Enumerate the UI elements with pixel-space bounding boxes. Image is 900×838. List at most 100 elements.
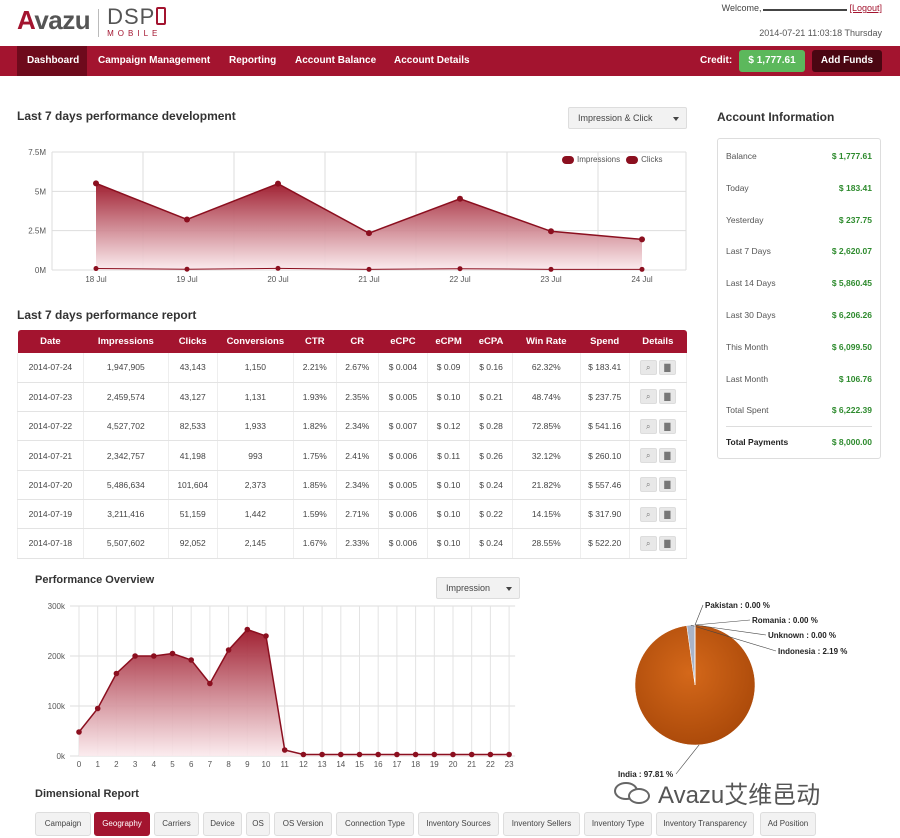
logout-link[interactable]: [Logout]: [849, 3, 882, 13]
clicks-point[interactable]: [366, 266, 372, 272]
dimension-button-inventory-transparency[interactable]: Inventory Transparency: [656, 812, 754, 836]
dimension-button-campaign[interactable]: Campaign: [35, 812, 91, 836]
impression-point[interactable]: [468, 751, 475, 758]
bar-chart-icon[interactable]: ▇: [658, 418, 676, 434]
clicks-point[interactable]: [639, 266, 645, 272]
legend-impressions[interactable]: Impressions: [577, 155, 621, 164]
nav-account-balance[interactable]: Account Balance: [295, 55, 377, 66]
impression-point[interactable]: [281, 747, 288, 753]
clicks-point[interactable]: [184, 266, 190, 272]
clicks-point[interactable]: [275, 265, 281, 271]
search-icon[interactable]: ⌕: [639, 389, 657, 405]
impression-point[interactable]: [244, 626, 251, 633]
impression-point[interactable]: [113, 670, 120, 677]
search-icon[interactable]: ⌕: [639, 448, 657, 464]
dimension-button-ad-position[interactable]: Ad Position: [760, 812, 816, 836]
impression-point[interactable]: [188, 657, 194, 663]
dimension-button-os-version[interactable]: OS Version: [274, 812, 332, 836]
cell-date: 2014-07-23: [17, 382, 84, 413]
impression-point[interactable]: [394, 751, 400, 758]
dimension-button-inventory-sellers[interactable]: Inventory Sellers: [503, 812, 580, 836]
search-icon[interactable]: ⌕: [639, 418, 657, 434]
column-header-impressions[interactable]: Impressions: [83, 330, 169, 353]
impressions-point[interactable]: [93, 180, 99, 187]
impression-point[interactable]: [450, 751, 456, 758]
column-header-details[interactable]: Details: [629, 330, 687, 353]
column-header-date[interactable]: Date: [17, 330, 84, 353]
impression-point[interactable]: [431, 751, 438, 758]
logo-mobile-text: MOBILE: [107, 29, 162, 38]
column-header-win-rate[interactable]: Win Rate: [512, 330, 581, 353]
dimension-button-geography[interactable]: Geography: [94, 812, 150, 836]
column-header-cr[interactable]: CR: [336, 330, 379, 353]
dimension-button-device[interactable]: Device: [203, 812, 242, 836]
impression-point[interactable]: [412, 751, 419, 758]
dimension-button-inventory-type[interactable]: Inventory Type: [584, 812, 652, 836]
impressions-point[interactable]: [639, 236, 645, 243]
bar-chart-icon[interactable]: ▇: [658, 477, 676, 493]
add-funds-button[interactable]: Add Funds: [812, 50, 882, 72]
search-icon[interactable]: ⌕: [639, 359, 657, 375]
impression-point[interactable]: [300, 751, 307, 758]
column-header-clicks[interactable]: Clicks: [168, 330, 218, 353]
impressions-point[interactable]: [548, 228, 554, 235]
account-row-total-spent: Total Spent $ 6,222.39: [726, 405, 872, 415]
impressions-point[interactable]: [366, 230, 372, 237]
dimension-button-carriers[interactable]: Carriers: [154, 812, 199, 836]
bar-chart-icon[interactable]: ▇: [658, 448, 676, 464]
clicks-point[interactable]: [457, 266, 463, 272]
impression-point[interactable]: [506, 751, 512, 758]
impression-point[interactable]: [356, 751, 363, 758]
column-header-ecpc[interactable]: eCPC: [378, 330, 428, 353]
column-header-ecpa[interactable]: eCPA: [469, 330, 513, 353]
impression-point[interactable]: [207, 680, 213, 687]
impression-point[interactable]: [76, 729, 82, 735]
cell-cr: 2.71%: [336, 499, 380, 530]
legend-clicks[interactable]: Clicks: [641, 155, 663, 164]
perf-dev-legend: Impressions Clicks: [562, 155, 662, 164]
impression-point[interactable]: [151, 653, 157, 659]
nav-campaign-management[interactable]: Campaign Management: [98, 55, 211, 66]
nav-dashboard[interactable]: Dashboard: [17, 46, 87, 76]
account-row-yesterday: Yesterday $ 237.75: [726, 215, 872, 225]
impression-point[interactable]: [319, 751, 325, 758]
overview-metric-select[interactable]: Impression: [436, 577, 520, 599]
metric-select[interactable]: Impression & Click: [568, 107, 687, 129]
dimension-button-os[interactable]: OS: [246, 812, 270, 836]
dimension-button-connection-type[interactable]: Connection Type: [336, 812, 414, 836]
impression-point[interactable]: [225, 647, 232, 653]
nav-account-details[interactable]: Account Details: [394, 55, 470, 66]
dimension-button-inventory-sources[interactable]: Inventory Sources: [418, 812, 499, 836]
avazu-dsp-logo[interactable]: Avazu DSP MOBILE: [17, 5, 167, 41]
search-icon[interactable]: ⌕: [639, 477, 657, 493]
cell-spend: $ 557.46: [580, 470, 630, 500]
impression-point[interactable]: [487, 751, 494, 758]
bar-chart-icon[interactable]: ▇: [658, 506, 676, 522]
impression-point[interactable]: [94, 705, 101, 712]
impression-point[interactable]: [338, 751, 344, 758]
bar-chart-icon[interactable]: ▇: [658, 389, 676, 405]
impressions-point[interactable]: [184, 216, 190, 223]
impressions-point[interactable]: [275, 180, 281, 187]
nav-reporting[interactable]: Reporting: [229, 55, 277, 66]
search-icon[interactable]: ⌕: [639, 506, 657, 522]
column-header-conversions[interactable]: Conversions: [217, 330, 294, 353]
column-header-ctr[interactable]: CTR: [293, 330, 337, 353]
search-icon[interactable]: ⌕: [639, 535, 657, 551]
clicks-point[interactable]: [93, 266, 99, 272]
impression-point[interactable]: [263, 633, 269, 639]
impression-point[interactable]: [169, 650, 176, 657]
column-header-spend[interactable]: Spend: [580, 330, 630, 353]
column-header-ecpm[interactable]: eCPM: [427, 330, 470, 353]
impressions-point[interactable]: [457, 195, 463, 202]
impression-point[interactable]: [375, 751, 382, 758]
clicks-point[interactable]: [548, 266, 554, 272]
x-tick-label: 16: [374, 760, 383, 769]
bar-chart-icon[interactable]: ▇: [658, 359, 676, 375]
cell-clicks: 43,143: [168, 353, 218, 383]
impression-point[interactable]: [132, 653, 138, 659]
cell-ecpa: $ 0.21: [469, 382, 513, 413]
main-nav: Dashboard Campaign Management Reporting …: [0, 46, 900, 76]
bar-chart-icon[interactable]: ▇: [658, 535, 676, 551]
cell-ecpa: $ 0.24: [469, 470, 513, 500]
